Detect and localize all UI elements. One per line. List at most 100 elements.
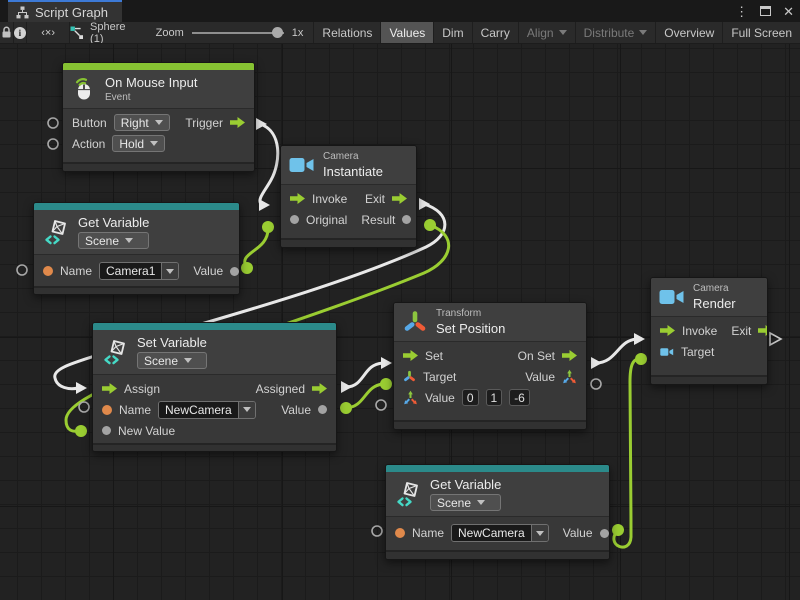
variable-icon (394, 480, 422, 508)
new-value-input-port[interactable] (102, 426, 111, 435)
camera-mini-icon[interactable] (660, 347, 674, 357)
node-header: Transform Set Position (394, 303, 586, 342)
info-button[interactable]: i (13, 22, 28, 43)
chevron-down-icon (477, 500, 486, 505)
variable-scope-dropdown[interactable]: Scene (430, 494, 502, 511)
values-button[interactable]: Values (380, 22, 434, 43)
node-set-variable[interactable]: Set Variable Scene Assign Assigned Name … (92, 322, 337, 452)
graph-breadcrumb[interactable]: Sphere (1) (70, 22, 138, 43)
transform-icon (402, 309, 428, 335)
name-input-port[interactable] (395, 528, 405, 538)
port-row-new-value: New Value (93, 420, 336, 441)
node-title: On Mouse Input (105, 75, 198, 90)
port-label: Exit (364, 191, 385, 206)
variable-scope-dropdown[interactable]: Scene (78, 232, 150, 249)
node-header: Set Variable Scene (93, 330, 336, 375)
port-row-action: Action Hold (63, 133, 254, 154)
port-label: New Value (118, 423, 176, 438)
event-colorbar (63, 63, 254, 70)
value-output-port[interactable] (318, 405, 327, 414)
node-on-mouse-input[interactable]: On Mouse Input Event Button Right Trigge… (62, 62, 255, 172)
port-row-name-value: Name NewCamera Value (386, 520, 609, 546)
tab-script-graph[interactable]: Script Graph (8, 0, 122, 22)
full-screen-button[interactable]: Full Screen (722, 22, 800, 43)
dim-button[interactable]: Dim (433, 22, 471, 43)
node-camera-instantiate[interactable]: Camera Instantiate Invoke Exit Original … (280, 145, 417, 248)
port-label: Target (423, 369, 457, 384)
result-output-port[interactable] (402, 215, 412, 224)
port-label: Assigned (255, 381, 305, 396)
flow-arrow-icon[interactable] (660, 325, 675, 336)
node-get-variable-1[interactable]: Get Variable Scene Name Camera1 Value (33, 202, 240, 295)
flow-arrow-icon[interactable] (102, 383, 117, 394)
original-input-port[interactable] (290, 215, 299, 224)
port-label: On Set (517, 348, 555, 363)
overview-button[interactable]: Overview (655, 22, 722, 43)
variable-name-combo[interactable]: NewCamera (451, 524, 549, 542)
node-header: Camera Instantiate (281, 146, 416, 185)
maximize-icon[interactable] (760, 6, 772, 16)
port-label: Assign (124, 381, 161, 396)
value-output-port[interactable] (599, 528, 609, 538)
flow-arrow-icon[interactable] (312, 383, 327, 394)
transform-mini-icon[interactable] (403, 370, 416, 383)
close-icon[interactable]: ✕ (783, 3, 794, 19)
button-dropdown[interactable]: Right (113, 114, 170, 131)
node-title: Get Variable (78, 215, 150, 230)
node-header: On Mouse Input Event (63, 70, 254, 109)
zoom-slider-handle[interactable] (271, 26, 283, 38)
port-row-name-value: Name NewCamera Value (93, 399, 336, 420)
align-button[interactable]: Align (517, 22, 575, 43)
graph-label: Sphere (1) (90, 22, 126, 44)
variable-scope-dropdown[interactable]: Scene (137, 352, 207, 369)
zoom-slider-track (191, 31, 284, 34)
code-view-button[interactable]: ‹×› (27, 22, 71, 43)
variable-name-combo[interactable]: Camera1 (99, 262, 180, 280)
port-label: Exit (731, 323, 752, 338)
node-camera-render[interactable]: Camera Render Invoke Exit Target (650, 277, 768, 385)
variable-name-combo[interactable]: NewCamera (158, 400, 256, 419)
flow-arrow-icon[interactable] (758, 325, 767, 336)
port-label: Value (562, 526, 593, 540)
lock-button[interactable] (0, 22, 14, 43)
flow-arrow-icon[interactable] (290, 193, 305, 204)
chevron-down-icon (166, 268, 175, 274)
flow-arrow-icon[interactable] (403, 350, 418, 361)
chevron-down-icon (154, 120, 163, 125)
zoom-slider[interactable] (191, 22, 284, 43)
node-get-variable-2[interactable]: Get Variable Scene Name NewCamera Value (385, 464, 610, 560)
hierarchy-icon (16, 6, 29, 19)
flow-arrow-icon[interactable] (392, 193, 407, 204)
port-row-assign: Assign Assigned (93, 378, 336, 399)
vector-z-input[interactable]: -6 (509, 389, 530, 406)
chevron-down-icon (242, 407, 251, 412)
chevron-down-icon (150, 141, 159, 146)
port-row-value-input: Value 0 1 -6 (394, 387, 586, 408)
carry-button[interactable]: Carry (471, 22, 518, 43)
vector3-icon[interactable] (562, 369, 577, 384)
port-label: Action (72, 136, 106, 151)
port-row-original-result: Original Result (281, 209, 416, 230)
node-kind: Camera (693, 283, 729, 294)
port-label: Button (72, 115, 107, 130)
relations-button[interactable]: Relations (313, 22, 380, 43)
node-set-position[interactable]: Transform Set Position Set On Set (393, 302, 587, 430)
vector-x-input[interactable]: 0 (461, 389, 479, 406)
vector-y-input[interactable]: 1 (485, 389, 503, 406)
action-dropdown[interactable]: Hold (112, 135, 166, 152)
distribute-button[interactable]: Distribute (574, 22, 656, 43)
chevron-down-icon (639, 30, 648, 35)
camera-icon (289, 156, 315, 174)
variable-colorbar (386, 465, 609, 472)
flow-arrow-icon[interactable] (562, 350, 577, 361)
port-label: Value (425, 390, 455, 405)
name-input-port[interactable] (102, 404, 112, 415)
chevron-down-icon (125, 238, 134, 243)
port-label: Trigger (185, 115, 223, 130)
kebab-menu-icon[interactable]: ⋮ (735, 3, 749, 19)
name-input-port[interactable] (43, 266, 53, 276)
vector3-icon[interactable] (403, 390, 418, 405)
value-output-port[interactable] (230, 266, 239, 276)
flow-arrow-icon[interactable] (230, 117, 245, 128)
